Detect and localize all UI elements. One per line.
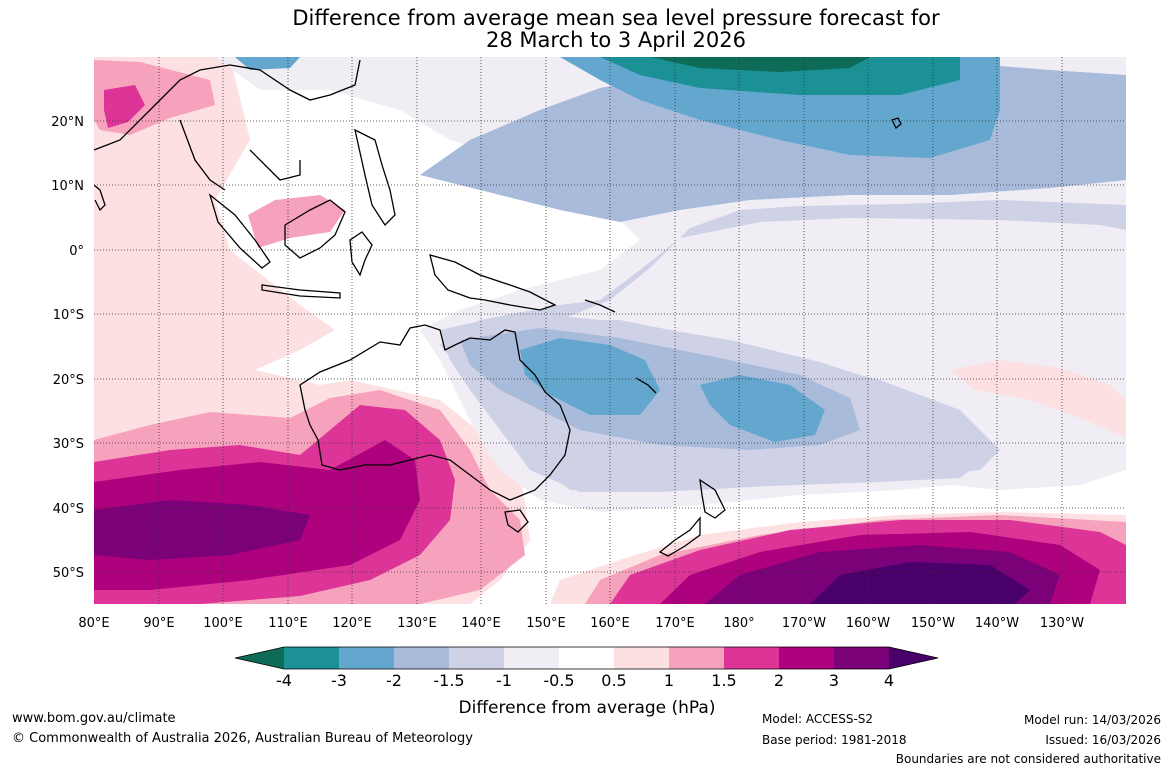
new-zealand-south-island-coast bbox=[658, 516, 701, 557]
legend-swatch bbox=[449, 647, 504, 669]
legend-tick: -1.5 bbox=[433, 671, 464, 690]
india-sri-lanka-coast bbox=[94, 184, 106, 212]
anomaly-band-1.5-south-asia bbox=[104, 85, 145, 128]
lon-label: 170°E bbox=[655, 616, 695, 631]
copyright-notice: © Commonwealth of Australia 2026, Austra… bbox=[12, 731, 473, 746]
issued-date: Issued: 16/03/2026 bbox=[1045, 733, 1161, 747]
legend-swatch bbox=[779, 647, 834, 669]
lon-label: 120°E bbox=[332, 616, 372, 631]
longitude-labels: 80°E 90°E 100°E 110°E 120°E 130°E 140°E … bbox=[78, 616, 1084, 631]
new-guinea-coast bbox=[429, 254, 557, 311]
legend-tick: 0.5 bbox=[601, 671, 626, 690]
legend-tick: 4 bbox=[884, 671, 894, 690]
graticule bbox=[94, 57, 1126, 604]
legend-swatch bbox=[724, 647, 779, 669]
legend-tick: 1.5 bbox=[711, 671, 736, 690]
map-title-line2: 28 March to 3 April 2026 bbox=[486, 28, 746, 52]
hawaii-coast bbox=[891, 117, 902, 130]
legend-arrow-high bbox=[889, 647, 938, 669]
sumatra-coast bbox=[208, 193, 271, 269]
legend-swatch bbox=[284, 647, 339, 669]
anomaly-band-neg3-north-pacific bbox=[600, 57, 960, 95]
anomaly-band-4-southeast bbox=[810, 562, 1030, 604]
new-caledonia-coast bbox=[635, 377, 657, 394]
legend-swatch bbox=[669, 647, 724, 669]
anomaly-band-neg0.5-east-pacific-small bbox=[1100, 280, 1126, 305]
anomaly-band-3-indian bbox=[94, 500, 310, 560]
lon-label: 140°E bbox=[461, 616, 501, 631]
anomaly-band-neg2-south-pacific bbox=[520, 338, 660, 415]
lon-label: 90°E bbox=[143, 616, 174, 631]
legend-swatch bbox=[614, 647, 669, 669]
legend-tick: -0.5 bbox=[543, 671, 574, 690]
lat-label: 30°S bbox=[53, 437, 84, 452]
lat-label: 50°S bbox=[53, 566, 84, 581]
lat-label: 40°S bbox=[53, 502, 84, 517]
legend-title: Difference from average (hPa) bbox=[459, 698, 716, 718]
legend-tick: 1 bbox=[664, 671, 674, 690]
legend-swatch bbox=[339, 647, 394, 669]
legend-tick: 3 bbox=[829, 671, 839, 690]
lon-label: 130°W bbox=[1040, 616, 1084, 631]
lat-label: 10°N bbox=[51, 179, 84, 194]
legend-tick: -2 bbox=[386, 671, 402, 690]
model-run-date: Model run: 14/03/2026 bbox=[1023, 713, 1161, 727]
lon-label: 160°E bbox=[590, 616, 630, 631]
lat-label: 20°N bbox=[51, 115, 84, 130]
legend-tick: 2 bbox=[774, 671, 784, 690]
lon-label: 150°W bbox=[911, 616, 955, 631]
anomaly-band-0.5-east-pacific bbox=[950, 360, 1126, 438]
borneo-coast bbox=[284, 199, 346, 259]
boundaries-disclaimer: Boundaries are not considered authoritat… bbox=[895, 752, 1161, 766]
australia-coast bbox=[299, 324, 571, 501]
lat-label: 0° bbox=[69, 244, 84, 259]
anomaly-field bbox=[94, 57, 1126, 604]
legend-swatch bbox=[834, 647, 889, 669]
lon-label: 160°W bbox=[846, 616, 890, 631]
legend-swatch bbox=[504, 647, 559, 669]
lat-label: 20°S bbox=[53, 373, 84, 388]
legend-arrow-low bbox=[235, 647, 284, 669]
legend-swatch bbox=[394, 647, 449, 669]
model-name: Model: ACCESS-S2 bbox=[762, 712, 874, 726]
tasmania-coast bbox=[504, 509, 529, 533]
lon-label: 130°E bbox=[397, 616, 437, 631]
lon-label: 180° bbox=[723, 616, 754, 631]
lon-label: 150°E bbox=[526, 616, 566, 631]
map-title-line1: Difference from average mean sea level p… bbox=[292, 6, 940, 30]
anomaly-band-neg2-north-top bbox=[235, 57, 300, 70]
legend-swatch bbox=[559, 647, 614, 669]
lon-label: 80°E bbox=[78, 616, 109, 631]
legend-tick: -1 bbox=[496, 671, 512, 690]
latitude-labels: 20°N 10°N 0° 10°S 20°S 30°S 40°S 50°S bbox=[51, 115, 84, 581]
lon-label: 170°W bbox=[782, 616, 826, 631]
lon-label: 110°E bbox=[268, 616, 308, 631]
lon-label: 100°E bbox=[203, 616, 243, 631]
base-period: Base period: 1981-2018 bbox=[762, 733, 907, 747]
anomaly-band-1-borneo bbox=[248, 195, 345, 248]
legend-tick: -4 bbox=[276, 671, 292, 690]
java-coast bbox=[261, 284, 341, 299]
legend-outline bbox=[234, 646, 939, 670]
new-zealand-north-island-coast bbox=[699, 478, 726, 519]
color-legend: -4 -3 -2 -1.5 -1 -0.5 0.5 1 1.5 2 3 4 Di… bbox=[234, 646, 939, 718]
anomaly-band-neg2-south-pacific-east bbox=[700, 375, 825, 442]
legend-tick: -3 bbox=[331, 671, 347, 690]
lat-label: 10°S bbox=[53, 308, 84, 323]
anomaly-band-neg4-north-pacific bbox=[650, 57, 870, 72]
lon-label: 140°W bbox=[975, 616, 1019, 631]
source-url[interactable]: www.bom.gov.au/climate bbox=[12, 711, 176, 726]
